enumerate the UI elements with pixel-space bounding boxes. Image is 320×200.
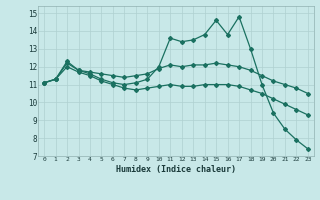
- X-axis label: Humidex (Indice chaleur): Humidex (Indice chaleur): [116, 165, 236, 174]
